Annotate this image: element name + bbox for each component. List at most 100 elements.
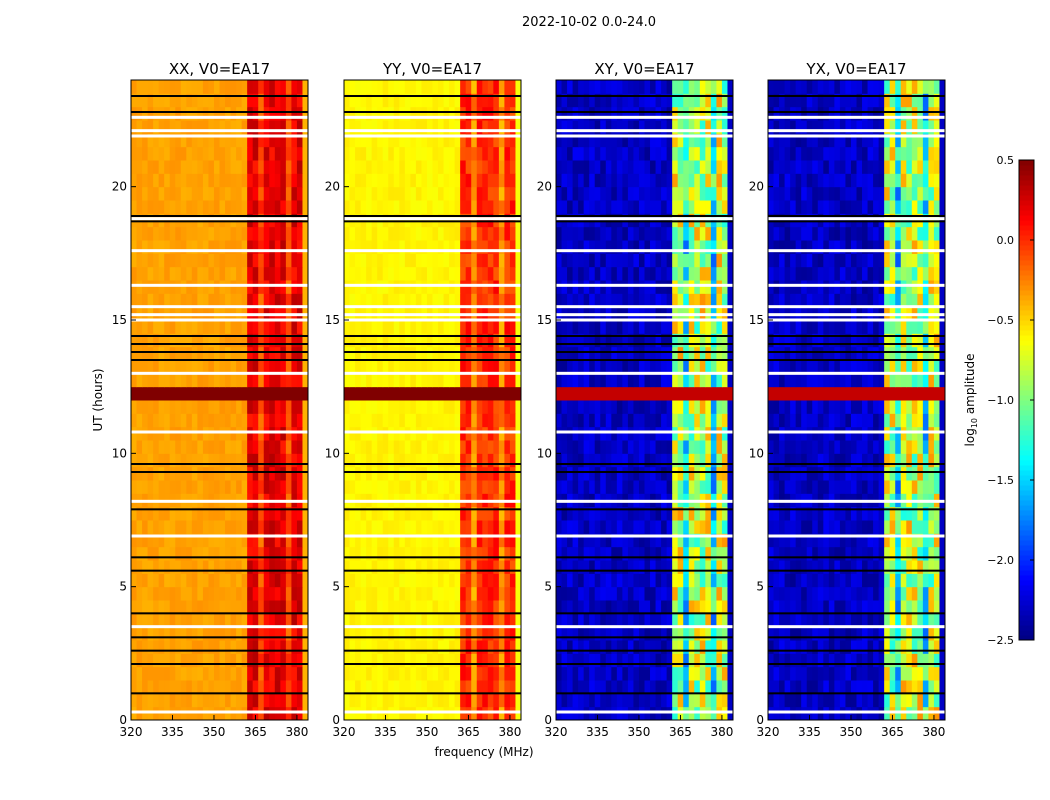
heatmap-cell (476, 706, 483, 721)
heatmap-cell (471, 213, 478, 228)
heatmap-cell (661, 93, 668, 108)
heatmap-cell (561, 666, 568, 681)
heatmap-cell (504, 253, 511, 268)
heatmap-cell (230, 546, 237, 561)
heatmap-cell (622, 80, 629, 94)
heatmap-cell (280, 426, 287, 441)
heatmap-cell (633, 653, 640, 668)
heatmap-cell (371, 386, 378, 401)
heatmap-cell (225, 173, 232, 188)
heatmap-cell (252, 160, 259, 174)
heatmap-cell (721, 240, 728, 254)
heatmap-cell (158, 573, 165, 588)
heatmap-cell (191, 533, 198, 548)
heatmap-cell (900, 653, 907, 668)
heatmap-cell (208, 506, 215, 521)
heatmap-cell (236, 240, 243, 254)
heatmap-cell (567, 560, 574, 574)
heatmap-cell (828, 640, 835, 654)
heatmap-cell (515, 93, 522, 108)
heatmap-cell (377, 413, 384, 428)
heatmap-cell (498, 373, 505, 388)
heatmap-cell (801, 640, 808, 654)
heatmap-cell (158, 666, 165, 681)
separator-line (556, 612, 733, 615)
heatmap-cell (460, 640, 467, 654)
heatmap-cell (371, 173, 378, 188)
heatmap-cell (366, 560, 373, 574)
heatmap-cell (247, 613, 254, 628)
heatmap-cell (269, 373, 276, 388)
heatmap-cell (476, 666, 483, 681)
heatmap-cell (622, 546, 629, 561)
heatmap-cell (169, 466, 176, 481)
heatmap-cell (605, 213, 612, 228)
heatmap-cell (694, 133, 701, 148)
separator-line (131, 463, 308, 465)
heatmap-cell (241, 546, 248, 561)
heatmap-cell (432, 506, 439, 521)
heatmap-cell (699, 360, 706, 374)
heatmap-cell (219, 533, 226, 548)
heatmap-cell (454, 240, 461, 254)
heatmap-cell (677, 373, 684, 388)
heatmap-cell (911, 640, 918, 654)
heatmap-cell (202, 173, 209, 188)
heatmap-cell (388, 546, 395, 561)
heatmap-cell (258, 80, 265, 94)
heatmap-cell (493, 506, 500, 521)
heatmap-cell (504, 173, 511, 188)
heatmap-cell (605, 533, 612, 548)
heatmap-cell (567, 80, 574, 94)
heatmap-cell (164, 253, 171, 268)
heatmap-cell (611, 80, 618, 94)
heatmap-cell (164, 413, 171, 428)
heatmap-cell (721, 573, 728, 588)
heatmap-cell (438, 506, 445, 521)
flagged-row (556, 371, 733, 375)
heatmap-cell (131, 666, 138, 681)
heatmap-cell (498, 133, 505, 148)
heatmap-cell (493, 546, 500, 561)
heatmap-cell (677, 506, 684, 521)
heatmap-cell (371, 626, 378, 641)
heatmap-cell (258, 520, 265, 534)
heatmap-cell (421, 266, 428, 281)
heatmap-cell (650, 560, 657, 574)
heatmap-cell (241, 120, 248, 134)
heatmap-cell (252, 293, 259, 308)
heatmap-cell (131, 586, 138, 601)
heatmap-cell (355, 626, 362, 641)
heatmap-cell (616, 480, 623, 494)
flagged-row (131, 499, 308, 503)
heatmap-cell (594, 213, 601, 228)
heatmap-cell (509, 426, 516, 441)
heatmap-cell (900, 680, 907, 694)
heatmap-cell (556, 506, 563, 521)
heatmap-cell (460, 586, 467, 601)
heatmap-cell (147, 586, 154, 601)
heatmap-cell (476, 520, 483, 534)
heatmap-cell (655, 213, 662, 228)
heatmap-cell (661, 693, 668, 708)
heatmap-cell (509, 653, 516, 668)
heatmap-cell (572, 373, 579, 388)
separator-line (556, 359, 733, 361)
heatmap-cell (688, 573, 695, 588)
heatmap-cell (186, 413, 193, 428)
flagged-row (344, 217, 521, 221)
heatmap-cell (147, 106, 154, 121)
heatmap-cell (589, 386, 596, 401)
heatmap-cell (208, 533, 215, 548)
heatmap-cell (622, 146, 629, 161)
heatmap-cell (258, 586, 265, 601)
heatmap-cell (230, 240, 237, 254)
heatmap-cell (366, 466, 373, 481)
heatmap-cell (399, 506, 406, 521)
heatmap-cell (567, 586, 574, 601)
heatmap-cell (600, 706, 607, 721)
heatmap-cell (465, 93, 472, 108)
heatmap-cell (186, 653, 193, 668)
heatmap-cell (605, 320, 612, 334)
heatmap-cell (454, 320, 461, 334)
